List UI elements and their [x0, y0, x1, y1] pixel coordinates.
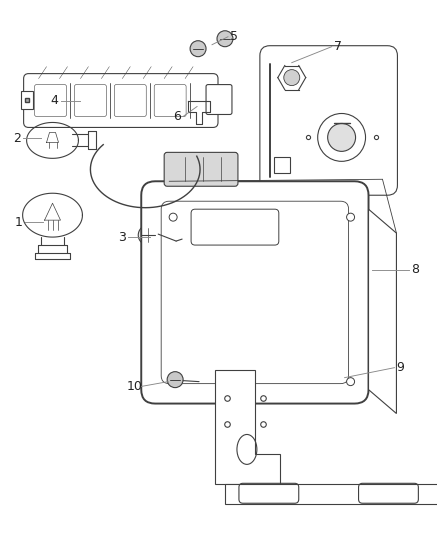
FancyBboxPatch shape [206, 85, 232, 115]
Text: 10: 10 [126, 380, 142, 393]
Circle shape [328, 124, 356, 151]
Polygon shape [225, 484, 438, 504]
Text: 8: 8 [411, 263, 419, 277]
Text: 5: 5 [230, 30, 238, 43]
Bar [274, 157, 290, 173]
Text: 3: 3 [118, 231, 126, 244]
Text: 9: 9 [396, 361, 404, 374]
Text: 2: 2 [13, 132, 21, 145]
Circle shape [138, 225, 158, 245]
FancyBboxPatch shape [260, 46, 397, 195]
Circle shape [169, 213, 177, 221]
FancyBboxPatch shape [141, 181, 368, 403]
Circle shape [284, 70, 300, 86]
Circle shape [167, 372, 183, 387]
Polygon shape [215, 370, 280, 484]
Text: 1: 1 [15, 216, 23, 229]
Text: 6: 6 [173, 110, 181, 123]
FancyBboxPatch shape [164, 152, 238, 186]
Polygon shape [368, 209, 396, 414]
Bar [21, 91, 32, 109]
Text: 4: 4 [50, 94, 58, 107]
Text: 7: 7 [334, 40, 342, 53]
Circle shape [217, 31, 233, 47]
FancyBboxPatch shape [24, 74, 218, 127]
Circle shape [190, 41, 206, 56]
Circle shape [169, 378, 177, 385]
Circle shape [346, 213, 355, 221]
Circle shape [346, 378, 355, 385]
